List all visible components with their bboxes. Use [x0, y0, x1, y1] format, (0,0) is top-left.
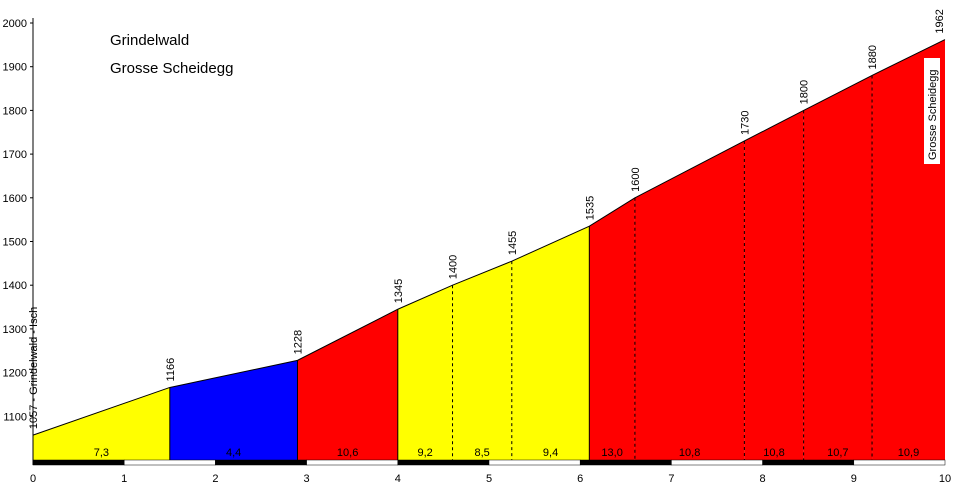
gradient-segment	[511, 226, 590, 460]
y-tick-label: 2000	[3, 18, 27, 30]
km-bar	[579, 459, 672, 466]
gradient-label: 13,0	[601, 447, 622, 459]
km-bar	[32, 459, 125, 466]
x-tick-label: 4	[395, 473, 401, 485]
elevation-label: 1345	[393, 279, 405, 303]
x-tick-label: 8	[760, 473, 766, 485]
y-tick-label: 1800	[3, 105, 27, 117]
elevation-label: 1800	[799, 80, 811, 104]
gradient-segment	[589, 197, 635, 461]
y-tick-label: 1100	[3, 411, 27, 423]
gradient-label: 9,4	[543, 447, 558, 459]
gradient-segment	[452, 261, 512, 460]
gradient-segment	[33, 387, 170, 460]
elevation-label: 1600	[630, 167, 642, 191]
elevation-label: 1730	[739, 111, 751, 135]
gradient-label: 10,6	[337, 447, 358, 459]
gradient-segment	[169, 360, 298, 460]
y-tick-label: 1400	[3, 280, 27, 292]
km-bar	[853, 459, 946, 466]
gradient-label: 10,8	[679, 447, 700, 459]
y-tick-label: 1700	[3, 149, 27, 161]
elevation-label: 1535	[584, 196, 596, 220]
x-tick-label: 10	[939, 473, 951, 485]
gradient-label: 10,9	[898, 447, 919, 459]
x-tick-label: 2	[212, 473, 218, 485]
elevation-label: 1400	[448, 255, 460, 279]
gradient-label: 8,5	[475, 447, 490, 459]
x-tick-label: 6	[577, 473, 583, 485]
x-tick-label: 3	[304, 473, 310, 485]
x-tick-label: 1	[121, 473, 127, 485]
x-tick-label: 7	[668, 473, 674, 485]
elevation-label: 1057 - Grindelwald - Isch	[28, 307, 40, 429]
elevation-label: 1228	[292, 330, 304, 354]
gradient-segment	[297, 309, 398, 460]
profile-line	[32, 39, 946, 436]
gradient-label: 7,3	[94, 447, 109, 459]
elevation-label: 1880	[867, 45, 879, 69]
y-tick-label: 1900	[3, 62, 27, 74]
y-tick-label: 1300	[3, 324, 27, 336]
km-bar	[215, 459, 307, 466]
y-tick-label: 1600	[3, 193, 27, 205]
km-bar	[306, 459, 399, 466]
km-bar	[123, 459, 216, 466]
gradient-label: 10,7	[827, 447, 848, 459]
chart-subtitle: Grosse Scheidegg	[110, 60, 233, 77]
km-bar	[488, 459, 581, 466]
x-tick-label: 0	[30, 473, 36, 485]
gradient-segment	[744, 110, 804, 461]
chart-title: Grindelwald	[110, 32, 189, 49]
gradient-segment	[634, 140, 745, 461]
end-label: Grosse Scheidegg	[927, 70, 939, 161]
gradient-label: 9,2	[418, 447, 433, 459]
elevation-label: 1166	[165, 358, 177, 382]
x-tick-label: 5	[486, 473, 492, 485]
y-tick-label: 1200	[3, 368, 27, 380]
elevation-label: 1455	[507, 231, 519, 255]
elevation-label: 1962	[934, 9, 946, 33]
y-tick-label: 1500	[3, 237, 27, 249]
km-bar	[762, 459, 855, 466]
end-label-box	[924, 58, 940, 164]
gradient-segment	[803, 75, 873, 460]
km-bar	[671, 459, 763, 466]
x-tick-label: 9	[851, 473, 857, 485]
gradient-label: 4,4	[226, 447, 241, 459]
gradient-segment	[397, 285, 453, 460]
gradient-label: 10,8	[763, 447, 784, 459]
km-bar	[397, 459, 490, 466]
